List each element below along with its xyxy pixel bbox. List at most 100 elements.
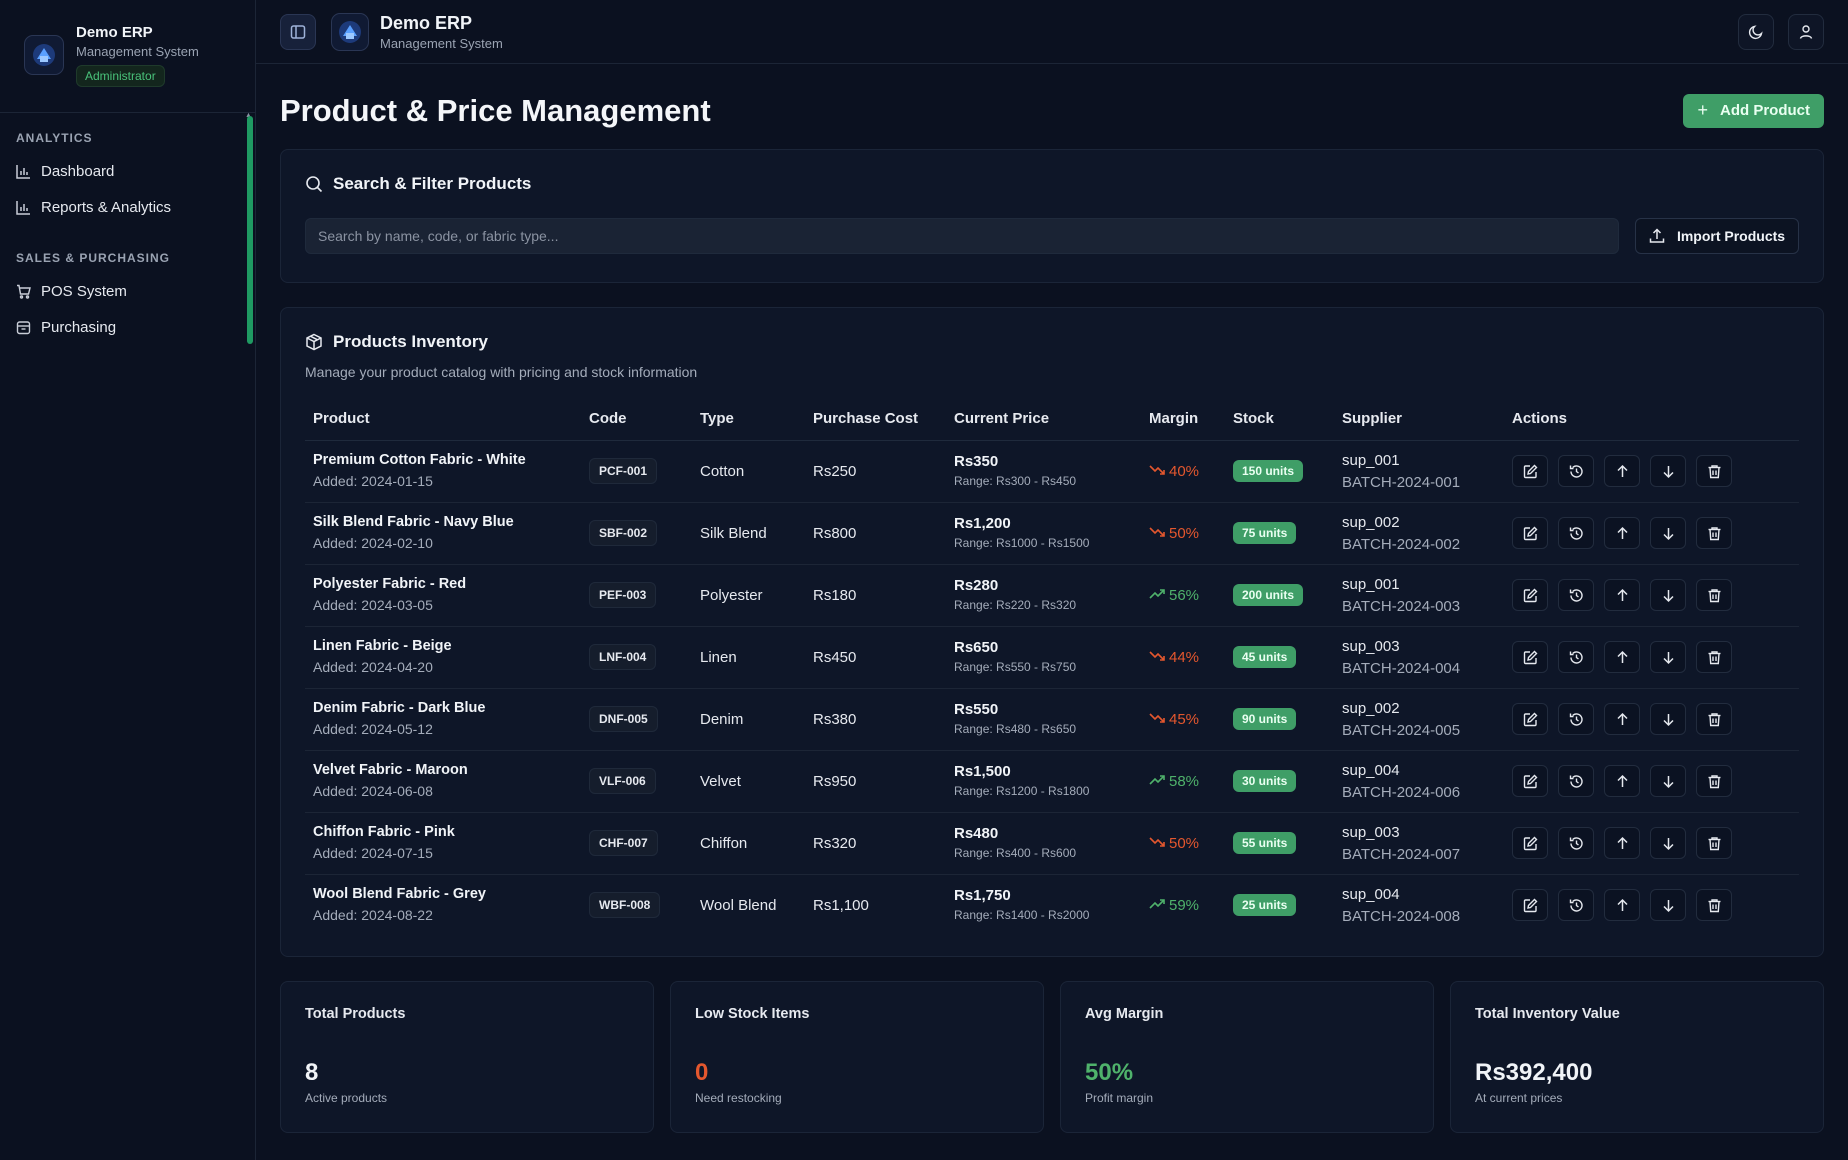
increase-price-button[interactable] bbox=[1604, 703, 1640, 735]
decrease-price-button[interactable] bbox=[1650, 703, 1686, 735]
history-button[interactable] bbox=[1558, 579, 1594, 611]
trash-icon bbox=[1708, 650, 1720, 664]
decrease-price-button[interactable] bbox=[1650, 517, 1686, 549]
delete-button[interactable] bbox=[1696, 641, 1732, 673]
table-row[interactable]: Wool Blend Fabric - Grey Added: 2024-08-… bbox=[305, 874, 1799, 936]
stock-badge: 200 units bbox=[1233, 584, 1304, 606]
delete-button[interactable] bbox=[1696, 579, 1732, 611]
decrease-price-button[interactable] bbox=[1650, 641, 1686, 673]
delete-button[interactable] bbox=[1696, 827, 1732, 859]
sidebar-toggle-button[interactable] bbox=[280, 13, 316, 50]
import-products-button[interactable]: Import Products bbox=[1635, 218, 1799, 254]
history-button[interactable] bbox=[1558, 455, 1594, 487]
product-name: Polyester Fabric - Red bbox=[313, 576, 467, 592]
product-code-badge: PEF-003 bbox=[589, 582, 657, 608]
supplier-cell: sup_003 BATCH-2024-007 bbox=[1334, 812, 1504, 875]
edit-button[interactable] bbox=[1512, 455, 1548, 487]
arrow-down-icon bbox=[1662, 651, 1674, 664]
delete-button[interactable] bbox=[1696, 765, 1732, 797]
table-row[interactable]: Silk Blend Fabric - Navy Blue Added: 202… bbox=[305, 502, 1799, 565]
edit-button[interactable] bbox=[1512, 765, 1548, 797]
inventory-description: Manage your product catalog with pricing… bbox=[305, 364, 698, 380]
increase-price-button[interactable] bbox=[1604, 765, 1640, 797]
delete-button[interactable] bbox=[1696, 455, 1732, 487]
current-price-cell: Rs280 Range: Rs220 - Rs320 bbox=[946, 564, 1141, 627]
stock-cell: 55 units bbox=[1225, 812, 1334, 875]
code-cell: CHF-007 bbox=[581, 812, 692, 875]
increase-price-button[interactable] bbox=[1604, 889, 1640, 922]
add-product-label: Add Product bbox=[1720, 102, 1810, 119]
decrease-price-button[interactable] bbox=[1650, 889, 1686, 922]
supplier-id: sup_002 bbox=[1342, 699, 1400, 717]
arrow-down-icon bbox=[1662, 713, 1674, 726]
add-product-button[interactable]: + Add Product bbox=[1683, 93, 1824, 128]
current-price: Rs550 bbox=[954, 701, 999, 718]
edit-button[interactable] bbox=[1512, 889, 1548, 922]
stat-label: Total Products bbox=[305, 1006, 406, 1022]
history-button[interactable] bbox=[1558, 703, 1594, 735]
actions-cell bbox=[1504, 502, 1799, 565]
table-row[interactable]: Linen Fabric - Beige Added: 2024-04-20 L… bbox=[305, 626, 1799, 689]
theme-toggle-button[interactable] bbox=[1738, 14, 1774, 50]
type-cell: Linen bbox=[692, 626, 805, 689]
delete-button[interactable] bbox=[1696, 889, 1732, 922]
history-button[interactable] bbox=[1558, 517, 1594, 549]
margin-cell: 50% bbox=[1141, 812, 1225, 875]
type-cell: Denim bbox=[692, 688, 805, 751]
history-button[interactable] bbox=[1558, 765, 1594, 797]
column-header[interactable]: Stock bbox=[1225, 398, 1334, 441]
column-header[interactable]: Type bbox=[692, 398, 805, 441]
sidebar-item-purchasing[interactable]: Purchasing bbox=[16, 309, 239, 345]
column-header[interactable]: Purchase Cost bbox=[805, 398, 946, 441]
search-input[interactable]: Search by name, code, or fabric type... bbox=[305, 218, 1619, 254]
edit-button[interactable] bbox=[1512, 517, 1548, 549]
user-menu-button[interactable] bbox=[1788, 14, 1824, 50]
type-cell: Silk Blend bbox=[692, 502, 805, 565]
sidebar-item-label: Purchasing bbox=[41, 318, 117, 336]
table-row[interactable]: Denim Fabric - Dark Blue Added: 2024-05-… bbox=[305, 688, 1799, 751]
stat-value: Rs392,400 bbox=[1475, 1059, 1593, 1086]
sidebar-item-pos[interactable]: POS System bbox=[16, 273, 239, 309]
code-cell: VLF-006 bbox=[581, 750, 692, 813]
column-header[interactable]: Code bbox=[581, 398, 692, 441]
stat-subtitle: Active products bbox=[305, 1091, 388, 1105]
column-header[interactable]: Product bbox=[305, 398, 581, 441]
sidebar-scrollbar[interactable] bbox=[247, 116, 253, 344]
increase-price-button[interactable] bbox=[1604, 641, 1640, 673]
product-code-badge: DNF-005 bbox=[589, 706, 658, 732]
table-header-row: Product Code Type Purchase Cost Current … bbox=[305, 398, 1799, 441]
edit-button[interactable] bbox=[1512, 641, 1548, 673]
delete-button[interactable] bbox=[1696, 517, 1732, 549]
table-row[interactable]: Polyester Fabric - Red Added: 2024-03-05… bbox=[305, 564, 1799, 627]
decrease-price-button[interactable] bbox=[1650, 455, 1686, 487]
trend-up-icon bbox=[1149, 588, 1165, 599]
increase-price-button[interactable] bbox=[1604, 517, 1640, 549]
column-header[interactable]: Current Price bbox=[946, 398, 1141, 441]
history-button[interactable] bbox=[1558, 641, 1594, 673]
sidebar-item-label: POS System bbox=[41, 282, 127, 300]
sidebar-toggle-icon bbox=[290, 24, 306, 39]
column-header[interactable]: Supplier bbox=[1334, 398, 1504, 441]
product-cell: Denim Fabric - Dark Blue Added: 2024-05-… bbox=[305, 688, 581, 751]
sidebar-item-reports[interactable]: Reports & Analytics bbox=[16, 189, 239, 225]
table-row[interactable]: Velvet Fabric - Maroon Added: 2024-06-08… bbox=[305, 750, 1799, 813]
decrease-price-button[interactable] bbox=[1650, 827, 1686, 859]
decrease-price-button[interactable] bbox=[1650, 579, 1686, 611]
decrease-price-button[interactable] bbox=[1650, 765, 1686, 797]
table-row[interactable]: Chiffon Fabric - Pink Added: 2024-07-15 … bbox=[305, 812, 1799, 875]
delete-button[interactable] bbox=[1696, 703, 1732, 735]
edit-button[interactable] bbox=[1512, 827, 1548, 859]
arrow-up-icon bbox=[1616, 526, 1628, 539]
increase-price-button[interactable] bbox=[1604, 827, 1640, 859]
history-button[interactable] bbox=[1558, 889, 1594, 922]
sidebar-item-dashboard[interactable]: Dashboard bbox=[16, 153, 239, 189]
increase-price-button[interactable] bbox=[1604, 579, 1640, 611]
history-button[interactable] bbox=[1558, 827, 1594, 859]
margin-value: 59% bbox=[1149, 897, 1225, 914]
scroll-up-icon[interactable]: ▲ bbox=[245, 112, 253, 119]
edit-button[interactable] bbox=[1512, 703, 1548, 735]
increase-price-button[interactable] bbox=[1604, 455, 1640, 487]
edit-button[interactable] bbox=[1512, 579, 1548, 611]
table-row[interactable]: Premium Cotton Fabric - White Added: 202… bbox=[305, 440, 1799, 503]
column-header[interactable]: Margin bbox=[1141, 398, 1225, 441]
